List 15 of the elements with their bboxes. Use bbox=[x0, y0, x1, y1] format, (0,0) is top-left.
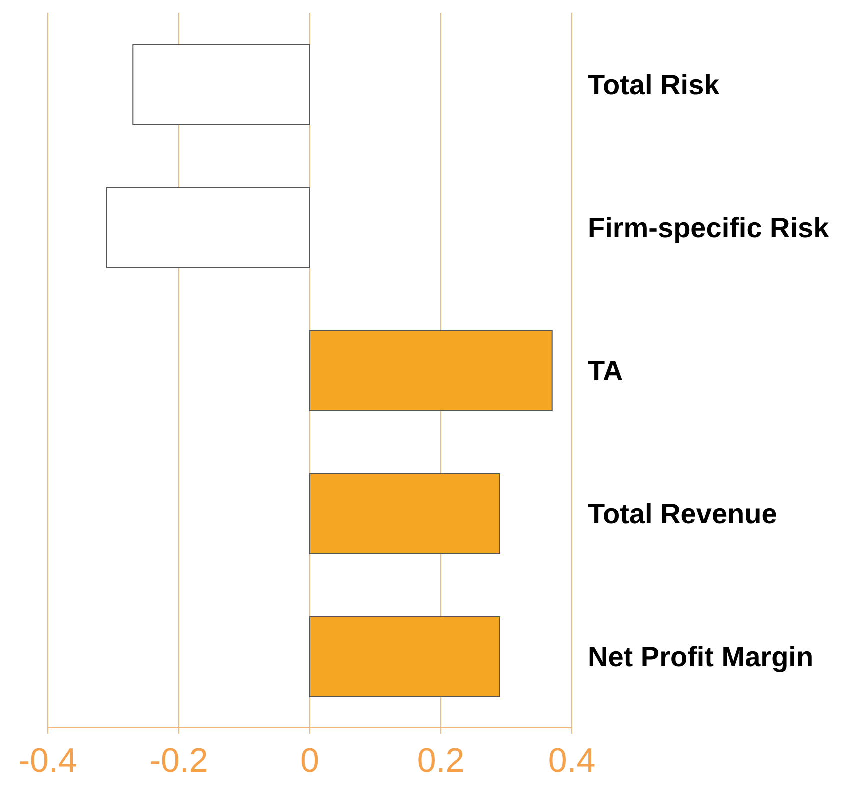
bar bbox=[310, 330, 553, 412]
y-tick-label: TA bbox=[588, 355, 624, 386]
y-tick-label: Total Risk bbox=[588, 69, 720, 100]
x-tick-label: -0.2 bbox=[150, 742, 208, 780]
x-tick-label: -0.4 bbox=[18, 742, 78, 780]
y-tick-label: Total Revenue bbox=[588, 498, 778, 530]
y-tick-label: Firm-specific Risk bbox=[588, 212, 830, 244]
bar bbox=[106, 188, 310, 268]
x-tick-label: 0.2 bbox=[417, 742, 465, 780]
bar bbox=[310, 474, 500, 554]
bar bbox=[132, 44, 310, 126]
y-tick-label: Net Profit Margin bbox=[588, 641, 814, 672]
x-tick-label: 0 bbox=[300, 742, 320, 780]
bar bbox=[310, 616, 500, 698]
x-tick-label: 0.4 bbox=[548, 742, 596, 780]
